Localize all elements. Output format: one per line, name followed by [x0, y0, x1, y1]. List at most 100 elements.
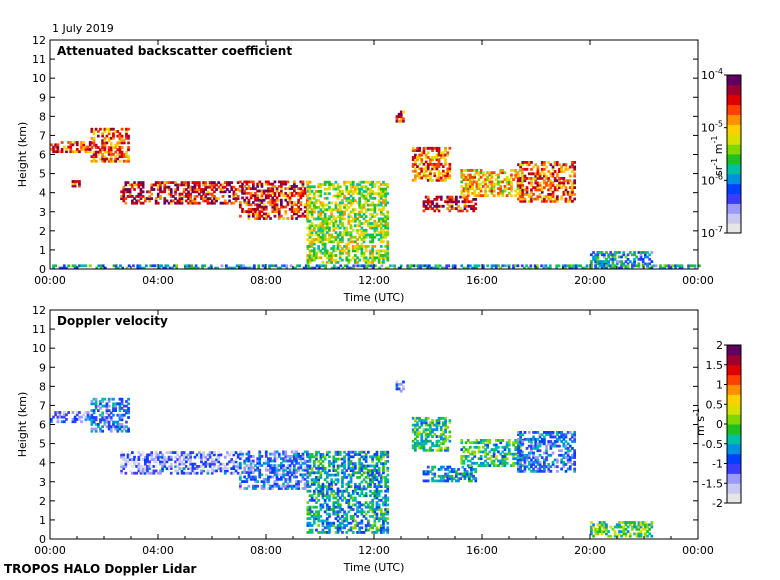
data-cell: [262, 461, 266, 465]
data-cell: [596, 260, 600, 263]
data-cell: [553, 465, 557, 469]
data-cell: [252, 187, 255, 191]
data-cell: [521, 458, 525, 462]
data-cell: [322, 264, 325, 268]
data-cell: [234, 192, 238, 196]
data-cell: [429, 426, 432, 429]
data-cell: [473, 461, 477, 465]
data-cell: [426, 202, 430, 206]
data-cell: [310, 258, 314, 262]
data-cell: [336, 192, 340, 196]
data-cell: [411, 156, 415, 159]
data-cell: [490, 171, 494, 175]
data-cell: [414, 174, 417, 178]
data-cell: [323, 222, 327, 225]
data-cell: [330, 473, 333, 477]
data-cell: [364, 187, 368, 191]
data-cell: [377, 261, 381, 264]
data-cell: [202, 453, 205, 457]
data-cell: [290, 201, 294, 204]
data-cell: [299, 207, 303, 211]
data-cell: [386, 517, 390, 520]
data-cell: [345, 247, 349, 250]
data-cell: [439, 151, 443, 155]
data-cell: [152, 183, 156, 187]
data-cell: [350, 266, 353, 270]
data-cell: [239, 464, 242, 467]
data-cell: [338, 201, 342, 205]
data-cell: [299, 480, 303, 483]
data-cell: [620, 262, 623, 266]
data-cell: [416, 158, 419, 162]
data-cell: [360, 510, 364, 514]
data-cell: [364, 476, 368, 479]
data-cell: [420, 167, 424, 171]
data-cell: [375, 233, 379, 237]
data-cell: [330, 521, 333, 525]
data-cell: [373, 466, 377, 470]
data-cell: [198, 201, 201, 205]
data-cell: [422, 472, 426, 476]
data-cell: [382, 453, 385, 456]
data-cell: [384, 203, 387, 207]
data-cell: [213, 195, 216, 198]
data-cell: [286, 482, 290, 486]
data-cell: [492, 461, 496, 465]
data-cell: [517, 467, 520, 471]
data-cell: [439, 416, 443, 420]
data-cell: [332, 249, 336, 253]
data-cell: [308, 192, 312, 196]
data-cell: [308, 226, 312, 230]
data-cell: [420, 160, 424, 164]
data-cell: [254, 480, 257, 483]
data-cell: [605, 262, 608, 266]
data-cell: [568, 195, 572, 199]
data-cell: [290, 205, 294, 209]
data-cell: [462, 175, 466, 179]
data-cell: [109, 148, 113, 152]
data-cell: [284, 455, 288, 458]
data-cell: [319, 228, 323, 232]
data-cell: [358, 466, 361, 470]
data-cell: [468, 472, 471, 476]
data-cell: [288, 475, 292, 479]
data-cell: [163, 199, 167, 203]
data-cell: [547, 463, 550, 466]
data-cell: [232, 451, 236, 454]
data-cell: [325, 471, 329, 475]
data-cell: [455, 207, 458, 210]
data-cell: [514, 457, 518, 461]
data-cell: [501, 445, 505, 449]
data-cell: [343, 473, 346, 477]
data-cell: [317, 185, 320, 189]
data-cell: [321, 528, 325, 532]
data-cell: [519, 181, 522, 185]
data-cell: [232, 462, 236, 466]
data-cell: [258, 473, 262, 477]
data-cell: [358, 258, 361, 262]
data-cell: [126, 453, 130, 457]
data-cell: [103, 130, 107, 133]
data-cell: [127, 416, 130, 419]
data-cell: [92, 159, 96, 163]
data-cell: [202, 197, 205, 200]
data-cell: [267, 477, 270, 481]
data-cell: [295, 487, 298, 490]
data-cell: [262, 477, 266, 481]
data-cell: [334, 478, 338, 482]
data-cell: [499, 185, 502, 188]
data-cell: [499, 459, 502, 463]
data-cell: [71, 143, 75, 147]
data-cell: [369, 249, 372, 253]
data-cell: [447, 264, 451, 268]
data-cell: [275, 471, 279, 474]
data-cell: [308, 256, 312, 260]
data-cell: [226, 462, 229, 466]
data-cell: [475, 180, 479, 184]
data-cell: [542, 266, 546, 270]
data-cell: [384, 517, 387, 520]
data-cell: [239, 203, 242, 207]
data-cell: [200, 188, 203, 191]
data-cell: [553, 458, 557, 462]
data-cell: [416, 432, 419, 436]
